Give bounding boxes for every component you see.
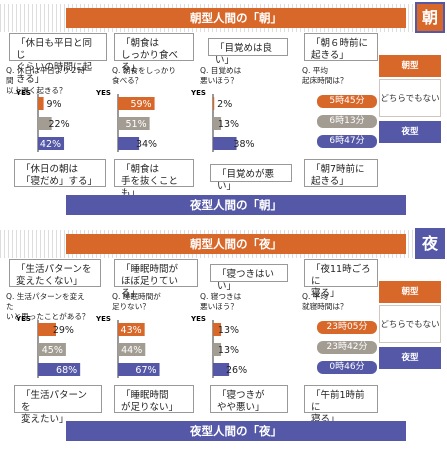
axis-yes-label: YES <box>95 315 111 323</box>
question-text: Q. 平均 起床時間は？ <box>302 66 348 85</box>
bottom-card: 「朝7時前に 起きる」 <box>304 159 378 187</box>
legend-neutral: どちらでもない <box>379 305 441 343</box>
top-card: 「目覚めは良い」 <box>208 38 288 66</box>
time-badge-neutral: 23時42分 <box>317 341 377 354</box>
legend-morning: 朝型 <box>379 281 441 303</box>
question-text: Q. 睡眠時間が 足りない？ <box>112 292 161 311</box>
bottom-card: 「生活パターンを 変えたい」 <box>14 385 102 425</box>
question-text: Q. 平均 就寝時間は？ <box>302 292 348 311</box>
bottom-card: 「睡眠時間 が足りない」 <box>114 385 194 413</box>
question-text: Q. 生活パターンを変えた いと思ったことがある？ <box>6 292 90 321</box>
bottom-card: 「朝食は 手を抜くことも」 <box>114 159 194 199</box>
question-panel: Q. 生活パターンを変えた いと思ったことがある？ <box>4 290 91 384</box>
legend-night: 夜型 <box>379 121 441 143</box>
top-card: 「生活パターンを 変えたくない」 <box>9 259 101 287</box>
section-tag: 朝 <box>415 2 445 33</box>
legend: 朝型 どちらでもない 夜型 <box>379 55 441 165</box>
question-panel: Q. 目覚めは 悪いほう？ <box>198 64 285 158</box>
section-title-bottom: 夜型人間の「夜」 <box>66 421 406 441</box>
morning-section: 朝型人間の「朝」 朝 「休日も平日と同じ ぐらいの時間に起きる」 「朝食は しっ… <box>0 0 447 224</box>
time-badge-night-type: 6時47分 <box>317 135 377 148</box>
question-panel: Q. 平均 就寝時間は？ 23時05分 23時42分 0時46分 <box>300 290 387 384</box>
question-panel: Q. 睡眠時間が 足りない？ <box>110 290 197 384</box>
bottom-card: 「寝つきが やや悪い」 <box>210 385 288 413</box>
section-title-bottom: 夜型人間の「朝」 <box>66 195 406 215</box>
section-title-top: 朝型人間の「夜」 <box>66 234 406 254</box>
section-tag: 夜 <box>415 228 445 259</box>
question-panel: Q. 寝つきは 悪いほう？ <box>198 290 285 384</box>
question-text: Q. 目覚めは 悪いほう？ <box>200 66 242 85</box>
bottom-card: 「目覚めが悪い」 <box>210 164 292 192</box>
section-title-top: 朝型人間の「朝」 <box>66 8 406 28</box>
bottom-card: 「午前1時前に 寝る」 <box>304 385 378 425</box>
top-card: 「朝食は しっかり食べる」 <box>114 33 194 73</box>
question-panel: Q. 平均 起床時間は？ 5時45分 6時13分 6時47分 <box>300 64 387 158</box>
time-badge-morning-type: 5時45分 <box>317 95 377 108</box>
question-text: Q. 寝つきは 悪いほう？ <box>200 292 242 311</box>
top-card: 「夜11時ごろに 寝る」 <box>304 259 378 299</box>
question-text: Q. 休日は平日より２時間 以上遅く起きる？ <box>6 66 85 95</box>
legend-neutral: どちらでもない <box>379 79 441 117</box>
bottom-card: 「休日の朝は 「寝だめ」する」 <box>14 159 106 187</box>
question-panel: Q. 休日は平日より２時間 以上遅く起きる？ <box>4 64 91 158</box>
top-card: 「寝つきはいい」 <box>210 264 288 292</box>
top-card: 「休日も平日と同じ ぐらいの時間に起きる」 <box>9 33 107 85</box>
legend: 朝型 どちらでもない 夜型 <box>379 281 441 391</box>
question-text: Q. 朝食をしっかり 食べる？ <box>112 66 176 85</box>
time-badge-morning-type: 23時05分 <box>317 321 377 334</box>
legend-morning: 朝型 <box>379 55 441 77</box>
top-card: 「睡眠時間が ほぼ足りている」 <box>114 259 198 299</box>
legend-night: 夜型 <box>379 347 441 369</box>
time-badge-neutral: 6時13分 <box>317 115 377 128</box>
night-section: 朝型人間の「夜」 夜 「生活パターンを 変えたくない」 「睡眠時間が ほぼ足りて… <box>0 226 447 450</box>
time-badge-night-type: 0時46分 <box>317 361 377 374</box>
top-card: 「朝６時前に 起きる」 <box>304 33 378 61</box>
axis-yes-label: YES <box>95 89 111 97</box>
question-panel: Q. 朝食をしっかり 食べる？ <box>110 64 197 158</box>
